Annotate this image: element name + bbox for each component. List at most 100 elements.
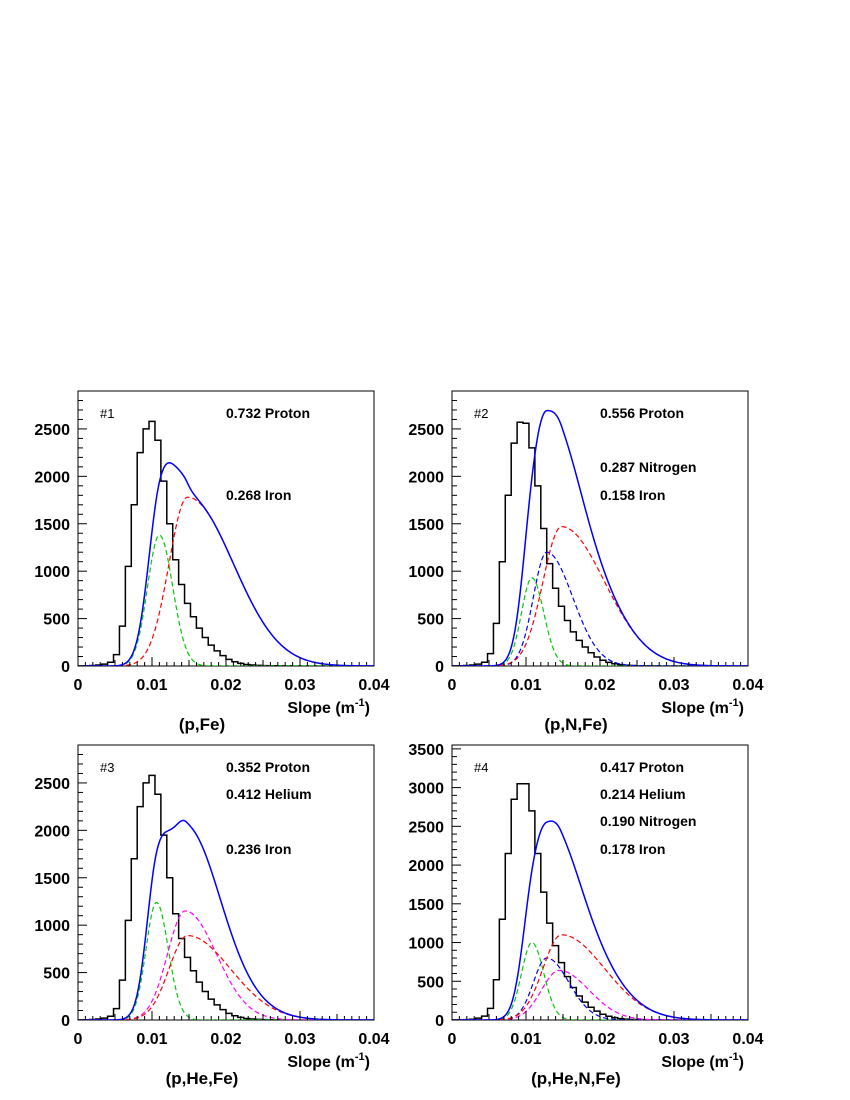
plot-area	[78, 774, 374, 1020]
x-tick-label: 0.01	[136, 1031, 167, 1048]
y-tick-label: 0	[61, 659, 70, 676]
fraction-annotation: 0.352 Proton	[226, 759, 310, 775]
y-tick-label: 500	[43, 966, 70, 983]
component-proton-curve	[78, 901, 374, 1020]
x-tick-label: 0.03	[658, 1031, 689, 1048]
y-tick-label: 2500	[408, 422, 444, 439]
x-axis-title-sup: -1	[729, 1051, 739, 1063]
x-axis-title-tail: )	[365, 1054, 370, 1071]
x-tick-label: 0.04	[732, 1031, 763, 1048]
y-tick-label: 1500	[408, 517, 444, 534]
x-tick-label: 0.04	[358, 1031, 389, 1048]
y-tick-label: 2500	[34, 422, 70, 439]
chart-panel-1: 0 0.01 0.02 0.03 0.04 0 500 1000 1500 2000 2500 #1 0…	[34, 390, 390, 734]
y-tick-label: 1000	[408, 936, 444, 953]
x-tick-label: 0.01	[510, 1031, 541, 1048]
x-tick-label: 0	[74, 677, 83, 694]
panel-number-label: #3	[100, 760, 114, 775]
y-tick-label: 500	[417, 974, 444, 991]
y-tick-label: 0	[435, 1013, 444, 1030]
fraction-annotation: 0.268 Iron	[226, 487, 291, 503]
x-axis-title-sup: -1	[729, 697, 739, 709]
histogram-line	[452, 421, 748, 666]
x-tick-label: 0	[74, 1031, 83, 1048]
histogram-line	[452, 782, 748, 1020]
plot-area	[78, 420, 374, 666]
y-tick-label: 1000	[34, 564, 70, 581]
y-tick-label: 2000	[408, 858, 444, 875]
y-tick-label: 2000	[34, 469, 70, 486]
x-axis-title-tail: )	[739, 1054, 744, 1071]
x-axis-title: Slope (m-1)	[661, 697, 744, 717]
total-fit-curve	[452, 409, 748, 666]
x-tick-label: 0.01	[136, 677, 167, 694]
y-tick-label: 500	[417, 612, 444, 629]
fraction-annotation: 0.158 Iron	[600, 487, 665, 503]
x-tick-label: 0.03	[658, 677, 689, 694]
panel-caption: (p,He,Fe)	[166, 1069, 239, 1088]
plot-area	[452, 409, 748, 666]
x-tick-label: 0	[448, 1031, 457, 1048]
chart-panel-4: 0 0.01 0.02 0.03 0.04 0 500 1000 1500 2000 2500 300…	[408, 742, 763, 1088]
x-tick-label: 0.01	[510, 677, 541, 694]
fraction-annotation: 0.417 Proton	[600, 759, 684, 775]
panels-container: 0 0.01 0.02 0.03 0.04 0 500 1000 1500 2000 2500 #1 0…	[34, 390, 764, 1088]
panel-number-label: #2	[474, 406, 488, 421]
histogram-line	[78, 420, 374, 666]
y-tick-label: 1500	[408, 897, 444, 914]
y-tick-label: 2000	[34, 823, 70, 840]
panel-caption: (p,He,N,Fe)	[531, 1069, 621, 1088]
component-iron-curve	[452, 526, 748, 666]
y-tick-label: 1500	[34, 517, 70, 534]
fraction-annotation: 0.732 Proton	[226, 405, 310, 421]
x-axis-title: Slope (m-1)	[287, 1051, 370, 1071]
x-axis-title-tail: )	[739, 700, 744, 717]
x-tick-label: 0.02	[584, 1031, 615, 1048]
x-tick-label: 0.03	[284, 677, 315, 694]
x-axis-title-tail: )	[365, 700, 370, 717]
panel-caption: (p,Fe)	[179, 715, 225, 734]
total-fit-curve	[452, 820, 748, 1020]
y-tick-label: 1000	[34, 918, 70, 935]
fraction-annotation: 0.190 Nitrogen	[600, 813, 696, 829]
x-tick-label: 0.02	[584, 677, 615, 694]
x-tick-label: 0.03	[284, 1031, 315, 1048]
x-tick-label: 0.04	[358, 677, 389, 694]
x-tick-label: 0	[448, 677, 457, 694]
panel-number-label: #1	[100, 406, 114, 421]
chart-panel-3: 0 0.01 0.02 0.03 0.04 0 500 1000 1500 2000 2500 #3 0…	[34, 744, 390, 1088]
y-tick-label: 3500	[408, 742, 444, 759]
fraction-annotation: 0.178 Iron	[600, 841, 665, 857]
y-tick-label: 2500	[34, 776, 70, 793]
x-axis-title-main: Slope (m	[661, 1054, 729, 1071]
panel-caption: (p,N,Fe)	[544, 715, 607, 734]
x-tick-label: 0.04	[732, 677, 763, 694]
y-tick-label: 500	[43, 612, 70, 629]
fraction-annotation: 0.236 Iron	[226, 841, 291, 857]
chart-panel-2: 0 0.01 0.02 0.03 0.04 0 500 1000 1500 2000 2500 #2 0…	[408, 390, 764, 734]
fraction-annotation: 0.287 Nitrogen	[600, 459, 696, 475]
fraction-annotation: 0.214 Helium	[600, 786, 686, 802]
y-tick-label: 1000	[408, 564, 444, 581]
x-tick-label: 0.02	[210, 1031, 241, 1048]
x-axis-title-main: Slope (m	[287, 700, 355, 717]
x-axis-title-sup: -1	[355, 697, 365, 709]
y-tick-label: 1500	[34, 871, 70, 888]
y-tick-label: 2000	[408, 469, 444, 486]
x-axis-title-main: Slope (m	[287, 1054, 355, 1071]
y-tick-label: 0	[61, 1013, 70, 1030]
fraction-annotation: 0.412 Helium	[226, 786, 312, 802]
panel-number-label: #4	[474, 760, 488, 775]
y-tick-label: 0	[435, 659, 444, 676]
total-fit-curve	[78, 462, 374, 666]
x-tick-label: 0.02	[210, 677, 241, 694]
x-axis-title: Slope (m-1)	[661, 1051, 744, 1071]
x-axis-title-sup: -1	[355, 1051, 365, 1063]
y-tick-label: 3000	[408, 781, 444, 798]
component-iron-curve	[78, 934, 374, 1020]
y-tick-label: 2500	[408, 819, 444, 836]
x-axis-title-main: Slope (m	[661, 700, 729, 717]
fraction-annotation: 0.556 Proton	[600, 405, 684, 421]
